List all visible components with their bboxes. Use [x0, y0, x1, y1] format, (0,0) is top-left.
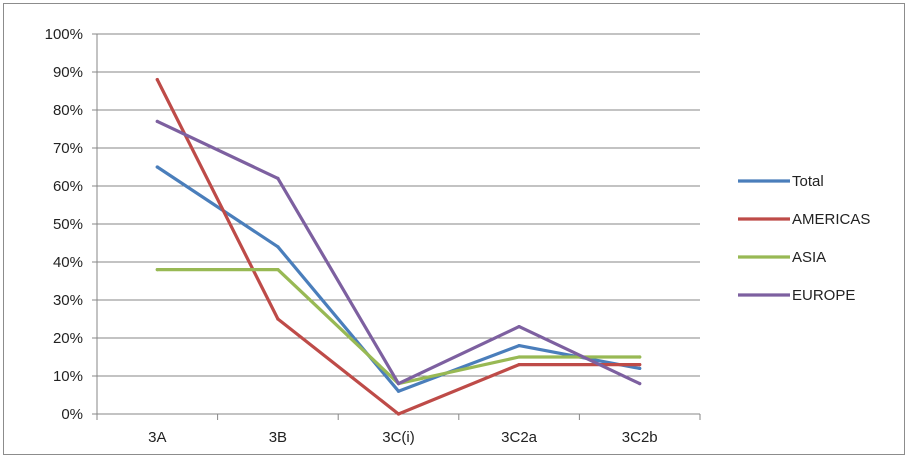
y-tick-label: 40% [53, 254, 83, 271]
y-tick-label: 20% [53, 330, 83, 347]
y-tick-label: 60% [53, 178, 83, 195]
y-tick-label: 70% [53, 140, 83, 157]
series-line-americas [155, 77, 642, 416]
data-point [638, 355, 642, 359]
legend: Total AMERICAS ASIA EUROPE [738, 173, 870, 304]
data-point [155, 119, 159, 123]
x-tick-label: 3C(i) [382, 429, 415, 446]
y-tick-label: 10% [53, 368, 83, 385]
x-tick-label: 3B [269, 429, 287, 446]
y-tick-label: 30% [53, 292, 83, 309]
data-point [155, 268, 159, 272]
data-point [517, 355, 521, 359]
y-axis-tick-labels: 0% 10% 20% 30% 40% 50% 60% 70% 80% 90% 100% [45, 26, 83, 423]
data-point [638, 382, 642, 386]
x-tick-label: 3A [148, 429, 166, 446]
data-point [396, 412, 401, 416]
data-point [276, 245, 280, 249]
series-line-europe [155, 119, 642, 386]
legend-label: ASIA [792, 249, 826, 266]
chart-frame [3, 3, 905, 455]
data-point [155, 165, 159, 169]
data-point [155, 78, 159, 82]
series-line-asia [155, 268, 642, 386]
data-point [517, 363, 521, 367]
data-point [517, 325, 521, 329]
legend-label: Total [792, 173, 824, 190]
legend-label: AMERICAS [792, 211, 870, 228]
legend-label: EUROPE [792, 287, 855, 304]
data-point [276, 317, 280, 321]
data-point [396, 389, 401, 393]
x-tick-label: 3C2b [622, 429, 658, 446]
gridlines [92, 33, 700, 415]
y-tick-label: 50% [53, 216, 83, 233]
data-point [276, 176, 280, 180]
y-tick-label: 80% [53, 102, 83, 119]
data-point [638, 363, 642, 367]
x-axis-tick-labels: 3A 3B 3C(i) 3C2a 3C2b [148, 429, 658, 446]
y-tick-label: 90% [53, 64, 83, 81]
data-point [517, 344, 521, 348]
y-tick-label: 100% [45, 26, 83, 43]
x-tick-label: 3C2a [501, 429, 538, 446]
series-lines [155, 77, 642, 416]
y-tick-label: 0% [61, 406, 83, 423]
data-point [276, 268, 280, 272]
data-point [638, 366, 642, 370]
data-point [396, 382, 401, 386]
